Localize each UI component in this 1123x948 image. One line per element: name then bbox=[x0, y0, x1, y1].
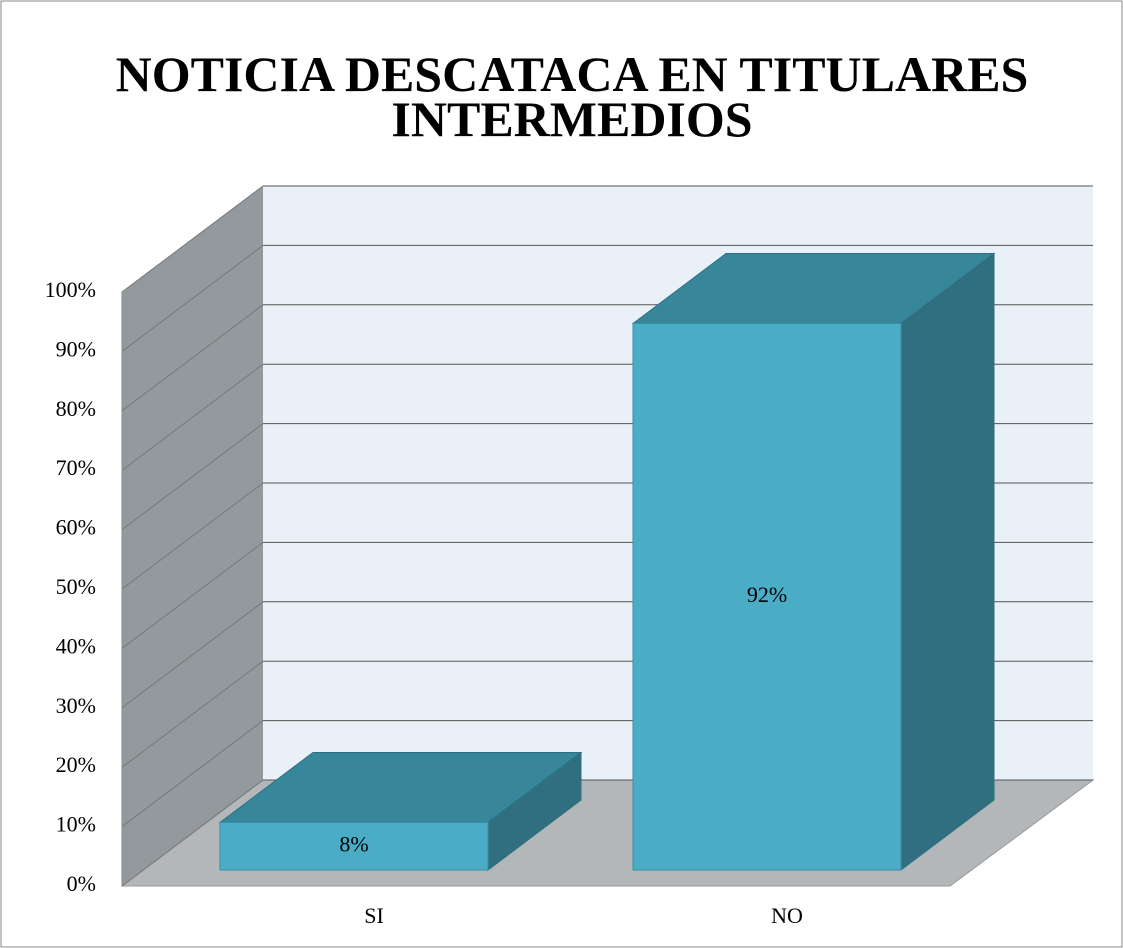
bar-side bbox=[900, 252, 995, 872]
grid-line bbox=[121, 660, 264, 768]
grid-line bbox=[121, 720, 264, 827]
x-tick-label: SI bbox=[364, 903, 384, 928]
y-tick-label: 20% bbox=[56, 752, 96, 777]
y-tick-label: 0% bbox=[67, 871, 96, 896]
grid-line bbox=[121, 363, 264, 471]
grid-line bbox=[121, 304, 264, 412]
grid-line bbox=[121, 542, 264, 649]
y-tick-label: 70% bbox=[56, 455, 96, 480]
bar-front bbox=[219, 821, 489, 871]
y-tick-label: 100% bbox=[45, 277, 96, 302]
grid-line bbox=[121, 601, 264, 709]
y-tick-label: 40% bbox=[56, 633, 96, 658]
bar-front bbox=[632, 323, 902, 871]
y-tick-label: 10% bbox=[56, 812, 96, 837]
y-tick-label: 50% bbox=[56, 574, 96, 599]
grid-line bbox=[121, 482, 264, 590]
grid-line bbox=[121, 245, 264, 352]
y-tick-label: 30% bbox=[56, 693, 96, 718]
grid-line bbox=[121, 185, 264, 293]
bar bbox=[631, 252, 996, 872]
chart-title: NOTICIA DESCATACA EN TITULARES INTERMEDIO… bbox=[116, 46, 1029, 147]
data-label: 8% bbox=[339, 831, 368, 856]
bar bbox=[218, 751, 583, 872]
grid-line bbox=[121, 779, 264, 887]
grid-line bbox=[121, 423, 264, 530]
data-label: 92% bbox=[747, 582, 787, 607]
y-tick-label: 90% bbox=[56, 336, 96, 361]
y-tick-label: 60% bbox=[56, 515, 96, 540]
y-tick-label: 80% bbox=[56, 396, 96, 421]
x-tick-label: NO bbox=[771, 903, 803, 928]
